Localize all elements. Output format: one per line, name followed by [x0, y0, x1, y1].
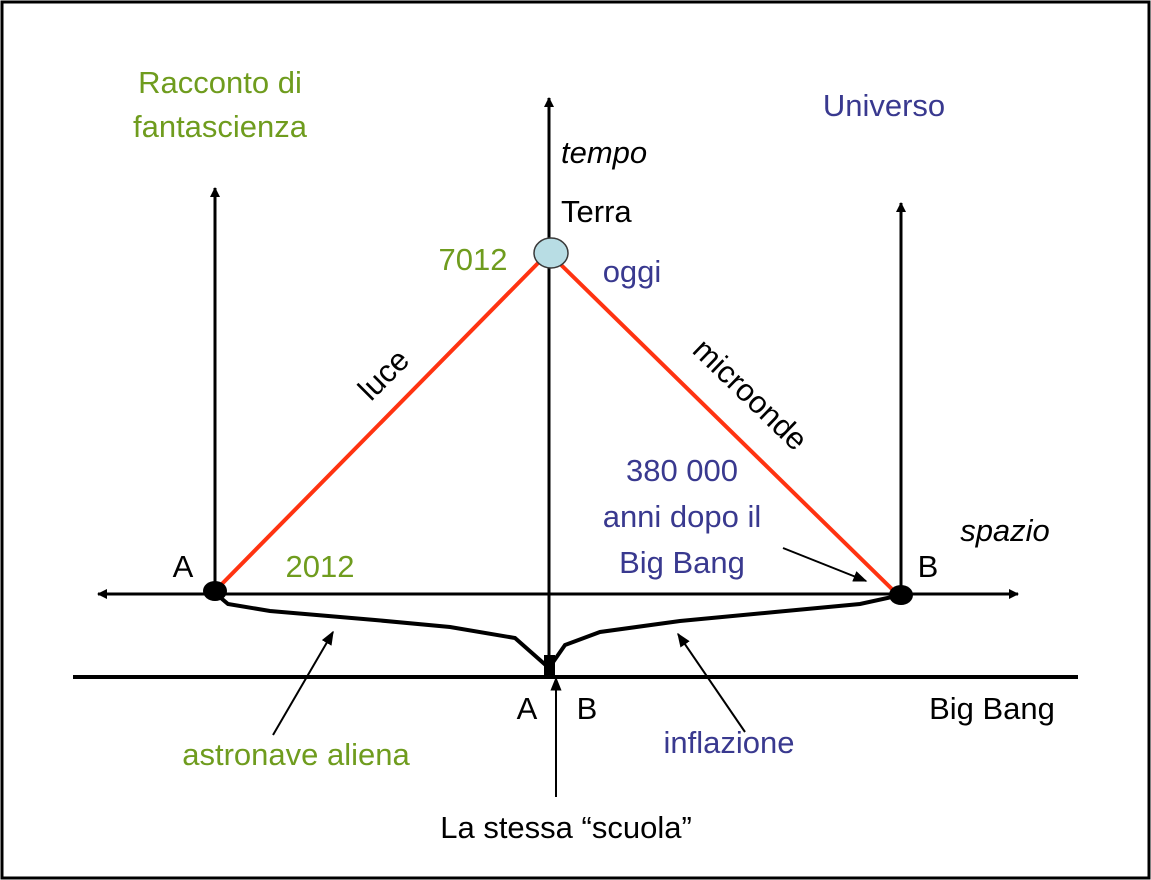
- after-big-bang-line1: 380 000: [626, 453, 738, 488]
- point-b-label: B: [918, 549, 939, 584]
- spazio-label: spazio: [960, 513, 1050, 548]
- bottom-b-label: B: [577, 691, 598, 726]
- year-2012-label: 2012: [286, 549, 355, 584]
- point-b-dot: [889, 585, 913, 605]
- inflation-curve-left: [213, 591, 551, 670]
- tempo-label: tempo: [561, 135, 647, 170]
- terra-label: Terra: [561, 194, 632, 229]
- inflazione-label: inflazione: [664, 725, 795, 760]
- stessa-scuola-label: La stessa “scuola”: [440, 810, 692, 845]
- oggi-label: oggi: [603, 254, 662, 289]
- point-a-dot: [203, 581, 227, 601]
- inflation-curve-right: [547, 593, 902, 670]
- inflazione-pointer-arrow: [677, 632, 746, 733]
- big-bang-decoupling-pointer-arrow: [782, 547, 868, 582]
- astronave-label: astronave aliena: [182, 737, 410, 772]
- racconto-label-line2: fantascienza: [133, 109, 308, 144]
- big-bang-label: Big Bang: [929, 691, 1055, 726]
- astronave-pointer-arrow: [272, 630, 334, 736]
- after-big-bang-line2: anni dopo il: [603, 499, 762, 534]
- light-ray-line: [213, 255, 546, 593]
- bottom-a-label: A: [517, 691, 538, 726]
- racconto-label-line1: Racconto di: [138, 65, 302, 100]
- earth-point: [533, 237, 569, 269]
- universo-label: Universo: [823, 88, 945, 123]
- after-big-bang-line3: Big Bang: [619, 545, 745, 580]
- microonde-label: microonde: [686, 332, 814, 458]
- point-a-label: A: [173, 549, 194, 584]
- microwave-ray-line: [551, 255, 898, 595]
- year-7012-label: 7012: [439, 242, 508, 277]
- origin-point: [544, 655, 555, 677]
